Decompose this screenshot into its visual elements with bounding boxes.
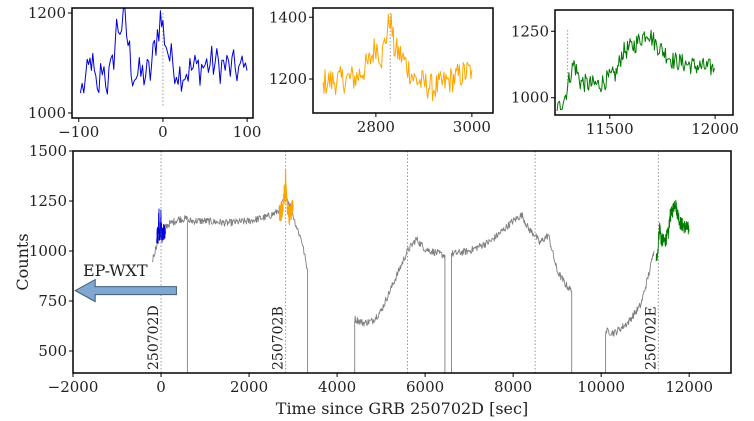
axes-frame: [312, 7, 494, 114]
inset-panel-250702D: −100 0 100 1000 1200: [28, 4, 262, 141]
inset-panel-250702E: 11500 12000 1000 1250: [511, 9, 739, 138]
y-tick-label: 1000: [511, 89, 549, 107]
x-tick-label: 2000: [230, 378, 268, 396]
y-tick-label: 1000: [29, 242, 67, 260]
plot-area: [79, 8, 248, 106]
y-tick-label: 1000: [28, 104, 66, 122]
x-tick-label: 10000: [577, 378, 625, 396]
series-inset-2: [278, 168, 294, 226]
x-tick-label: 8000: [494, 378, 532, 396]
event-label: 250702D: [146, 305, 162, 370]
x-tick-label: 12000: [691, 120, 739, 138]
series-250702D: [79, 8, 248, 95]
series-gray-segment: [451, 212, 573, 373]
x-tick-label: 11500: [586, 120, 634, 138]
x-tick-label: 6000: [406, 378, 444, 396]
series-gray-segment: [354, 236, 446, 373]
y-tick-label: 1250: [29, 192, 67, 210]
series-250702E: [556, 29, 716, 112]
axes-frame: [72, 150, 732, 374]
plot-area: [151, 151, 690, 373]
y-tick-label: 1400: [269, 8, 307, 26]
y-tick-label: 1250: [511, 22, 549, 40]
event-label: 250702B: [271, 306, 287, 370]
x-tick-label: 4000: [318, 378, 356, 396]
plot-area: [556, 29, 716, 112]
series-inset-3: [655, 199, 690, 262]
x-tick-label: 0: [156, 378, 166, 396]
series-250702B: [322, 13, 473, 102]
x-tick-label: 12000: [665, 378, 713, 396]
y-tick-label: 750: [38, 292, 67, 310]
y-tick-label: 1500: [29, 142, 67, 160]
event-label: 250702E: [643, 306, 659, 370]
y-tick-label: 1200: [269, 70, 307, 88]
x-tick-label: 0: [158, 123, 168, 141]
series-gray-segment: [605, 250, 655, 373]
inset-panel-250702B: 2800 3000 1200 1400: [269, 7, 494, 136]
x-tick-label: 2800: [357, 118, 395, 136]
series-inset-1: [156, 208, 166, 244]
y-tick-label: 500: [38, 342, 67, 360]
x-tick-label: 3000: [453, 118, 491, 136]
x-axis-label: Time since GRB 250702D [sec]: [276, 399, 528, 418]
x-tick-label: −2000: [48, 378, 99, 396]
ep-wxt-arrow-icon: [74, 278, 177, 303]
main-panel: 250702D 250702B 250702E −2000 0 2000 4000 6000 8…: [29, 142, 732, 396]
x-tick-label: −100: [58, 123, 99, 141]
y-axis-label: Counts: [13, 233, 32, 290]
axes-frame: [554, 9, 734, 116]
plot-area: [322, 13, 473, 102]
x-tick-label: 100: [233, 123, 262, 141]
y-tick-label: 1200: [28, 4, 66, 22]
ep-wxt-annotation: EP-WXT: [83, 261, 148, 280]
